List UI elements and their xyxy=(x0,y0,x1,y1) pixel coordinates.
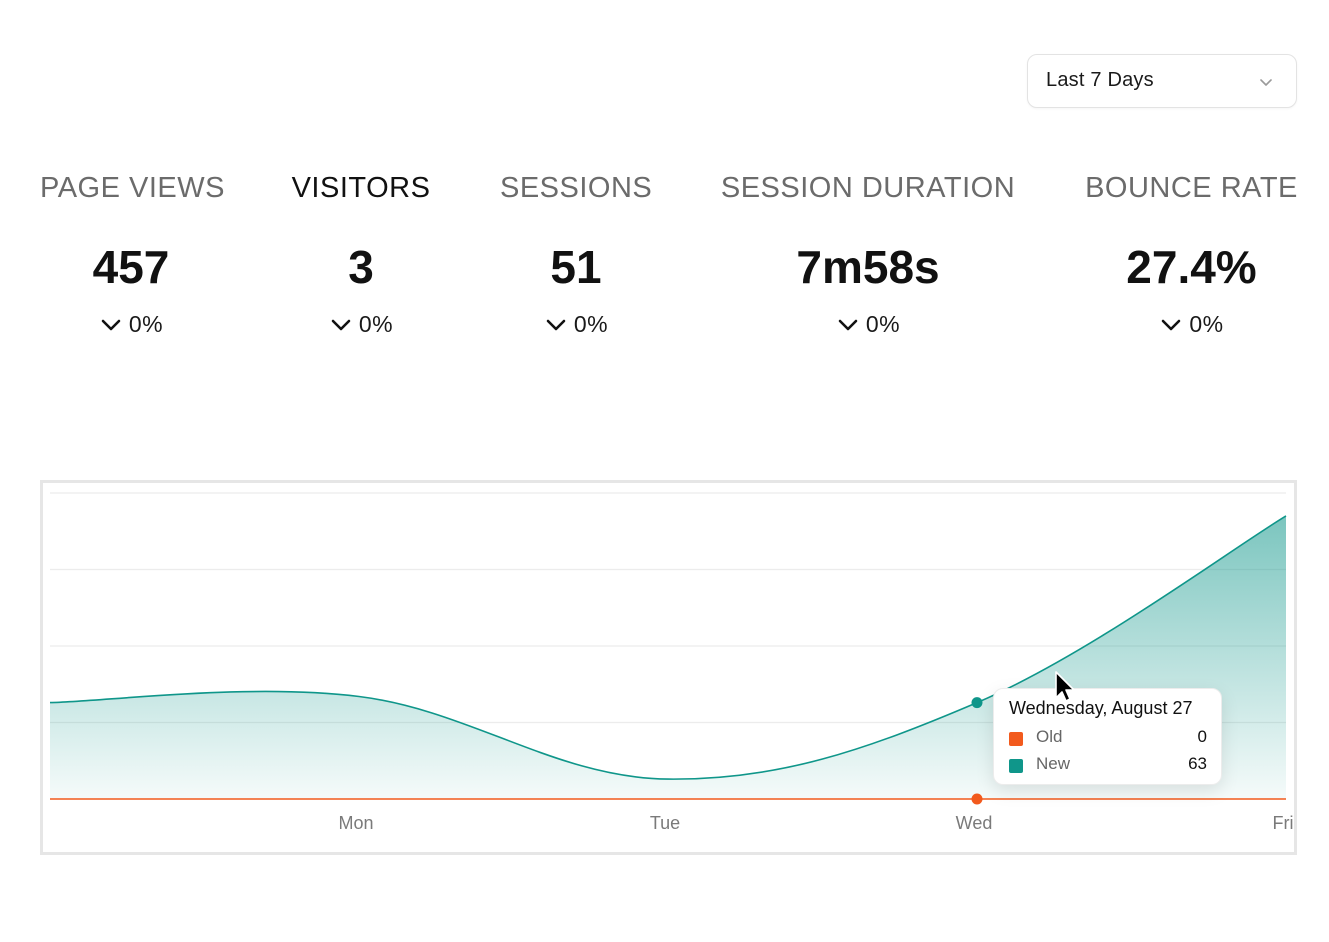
x-tick-label: Tue xyxy=(650,813,680,833)
metric-value: 27.4% xyxy=(1126,241,1257,293)
metric-session-duration[interactable]: SESSION DURATION 7m58s 0% xyxy=(720,168,1016,340)
chevron-down-icon xyxy=(331,319,351,331)
metric-change-value: 0% xyxy=(573,310,609,337)
tooltip-row-old: Old 0 xyxy=(1009,727,1207,751)
metric-change: 0% xyxy=(544,308,608,340)
metric-change-value: 0% xyxy=(1189,310,1224,337)
chevron-down-icon xyxy=(1162,319,1181,331)
tooltip-row-new: New 63 xyxy=(1009,754,1207,778)
metric-label: VISITORS xyxy=(291,172,431,204)
metric-change: 0% xyxy=(836,308,900,340)
metric-label: SESSIONS xyxy=(500,172,653,204)
tooltip-series-value: 0 xyxy=(1197,727,1207,746)
metric-page-views[interactable]: PAGE VIEWS 457 0% xyxy=(40,168,225,340)
legend-swatch-old xyxy=(1009,732,1023,746)
metric-value: 7m58s xyxy=(796,241,940,293)
date-range-select[interactable]: Last 7 Days xyxy=(1027,54,1297,108)
data-point-old xyxy=(971,793,983,805)
x-tick-label: Fri xyxy=(1273,813,1294,833)
metric-change-value: 0% xyxy=(128,310,164,337)
series-new-line xyxy=(49,515,1287,780)
metric-value: 3 xyxy=(348,241,374,293)
metric-change: 0% xyxy=(329,308,393,340)
metric-visitors[interactable]: VISITORS 3 0% xyxy=(290,168,432,340)
legend-swatch-new xyxy=(1009,759,1023,773)
tooltip-series-value: 63 xyxy=(1188,754,1207,773)
x-tick-label: Wed xyxy=(956,813,993,833)
metric-sessions[interactable]: SESSIONS 51 0% xyxy=(500,168,652,340)
chevron-down-icon xyxy=(546,319,566,331)
visitors-chart[interactable]: Mon Tue Wed Fri xyxy=(40,480,1297,855)
area-chart[interactable]: Mon Tue Wed Fri xyxy=(43,483,1294,852)
chevron-down-icon xyxy=(1260,79,1272,86)
chevron-down-icon xyxy=(101,319,121,331)
x-tick-label: Mon xyxy=(338,813,373,833)
metric-label: PAGE VIEWS xyxy=(40,172,225,204)
metric-bounce-rate[interactable]: BOUNCE RATE 27.4% 0% xyxy=(1084,168,1299,340)
metric-change: 0% xyxy=(99,308,163,340)
chart-tooltip: Wednesday, August 27 Old 0 New 63 xyxy=(993,688,1222,785)
chevron-down-icon xyxy=(838,319,858,331)
date-range-value: Last 7 Days xyxy=(1046,69,1154,91)
mouse-pointer-icon xyxy=(1055,671,1075,702)
metric-label: SESSION DURATION xyxy=(720,172,1016,204)
metric-change-value: 0% xyxy=(865,310,901,337)
tooltip-series-name: New xyxy=(1036,754,1071,773)
data-point-new xyxy=(971,697,983,709)
metric-label: BOUNCE RATE xyxy=(1085,172,1298,204)
tooltip-title: Wednesday, August 27 xyxy=(1009,698,1193,718)
metric-change-value: 0% xyxy=(358,310,394,337)
metric-value: 457 xyxy=(92,241,170,293)
metric-change: 0% xyxy=(1159,308,1223,340)
series-new-area xyxy=(50,515,1286,799)
tooltip-series-name: Old xyxy=(1036,727,1063,746)
metric-value: 51 xyxy=(550,241,602,293)
